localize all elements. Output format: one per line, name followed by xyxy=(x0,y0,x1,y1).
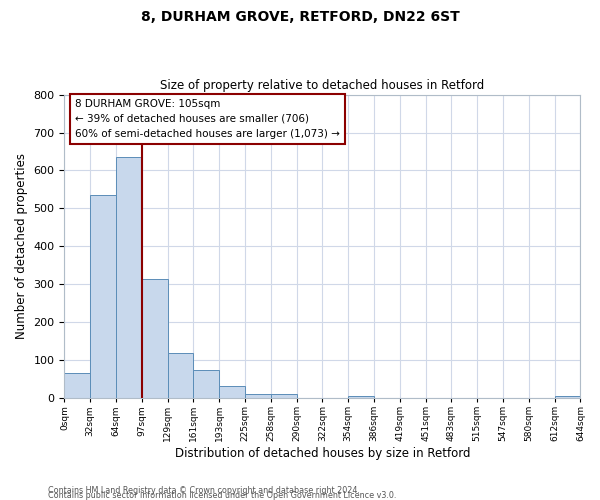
Bar xyxy=(193,370,219,398)
Bar xyxy=(245,394,271,398)
Bar xyxy=(219,386,245,398)
Title: Size of property relative to detached houses in Retford: Size of property relative to detached ho… xyxy=(160,79,485,92)
Bar xyxy=(167,352,193,398)
Bar xyxy=(90,195,116,398)
Text: 8, DURHAM GROVE, RETFORD, DN22 6ST: 8, DURHAM GROVE, RETFORD, DN22 6ST xyxy=(140,10,460,24)
Bar xyxy=(116,157,142,398)
Bar xyxy=(554,396,580,398)
Bar xyxy=(271,394,296,398)
Bar xyxy=(64,374,90,398)
X-axis label: Distribution of detached houses by size in Retford: Distribution of detached houses by size … xyxy=(175,447,470,460)
Bar xyxy=(142,280,167,398)
Bar xyxy=(348,396,374,398)
Text: 8 DURHAM GROVE: 105sqm
← 39% of detached houses are smaller (706)
60% of semi-de: 8 DURHAM GROVE: 105sqm ← 39% of detached… xyxy=(75,99,340,138)
Text: Contains HM Land Registry data © Crown copyright and database right 2024.: Contains HM Land Registry data © Crown c… xyxy=(48,486,360,495)
Text: Contains public sector information licensed under the Open Government Licence v3: Contains public sector information licen… xyxy=(48,491,397,500)
Y-axis label: Number of detached properties: Number of detached properties xyxy=(15,154,28,340)
